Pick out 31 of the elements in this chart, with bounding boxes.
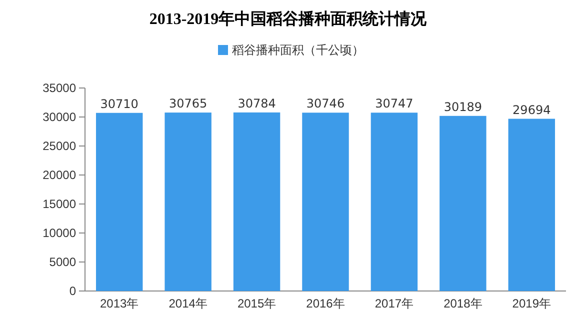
data-label: 30765 — [168, 96, 208, 111]
data-label: 30189 — [444, 100, 482, 114]
y-tick-label: 5000 — [49, 254, 76, 269]
y-tick-label: 35000 — [42, 80, 76, 95]
x-tick-label: 2015年 — [237, 296, 276, 311]
y-tick-label: 0 — [69, 284, 76, 298]
chart-title: 2013-2019年中国稻谷播种面积统计情况 — [149, 10, 428, 28]
bar — [96, 112, 143, 291]
y-tick-label: 10000 — [42, 226, 76, 240]
bar — [508, 118, 556, 291]
x-tick-label: 2018年 — [444, 296, 482, 311]
legend-label: 稻谷播种面积（千公顷） — [232, 43, 364, 57]
y-tick-label: 15000 — [42, 196, 76, 211]
x-tick-label: 2013年 — [100, 296, 139, 311]
bar — [440, 116, 486, 291]
y-tick-label: 25000 — [42, 138, 76, 153]
bar — [233, 112, 280, 291]
bar — [302, 112, 349, 291]
bar — [164, 112, 212, 291]
data-label: 30710 — [100, 96, 138, 111]
data-label: 30747 — [375, 96, 414, 111]
data-label: 30784 — [238, 96, 276, 110]
data-label: 29694 — [512, 102, 551, 117]
x-tick-label: 2017年 — [374, 296, 414, 311]
y-tick-label: 20000 — [42, 168, 76, 182]
data-label: 30746 — [306, 96, 345, 111]
x-tick-label: 2016年 — [306, 296, 345, 311]
x-tick-label: 2019年 — [512, 296, 551, 311]
y-tick-label: 30000 — [42, 110, 76, 124]
bar — [370, 112, 418, 291]
x-tick-label: 2014年 — [168, 296, 208, 311]
